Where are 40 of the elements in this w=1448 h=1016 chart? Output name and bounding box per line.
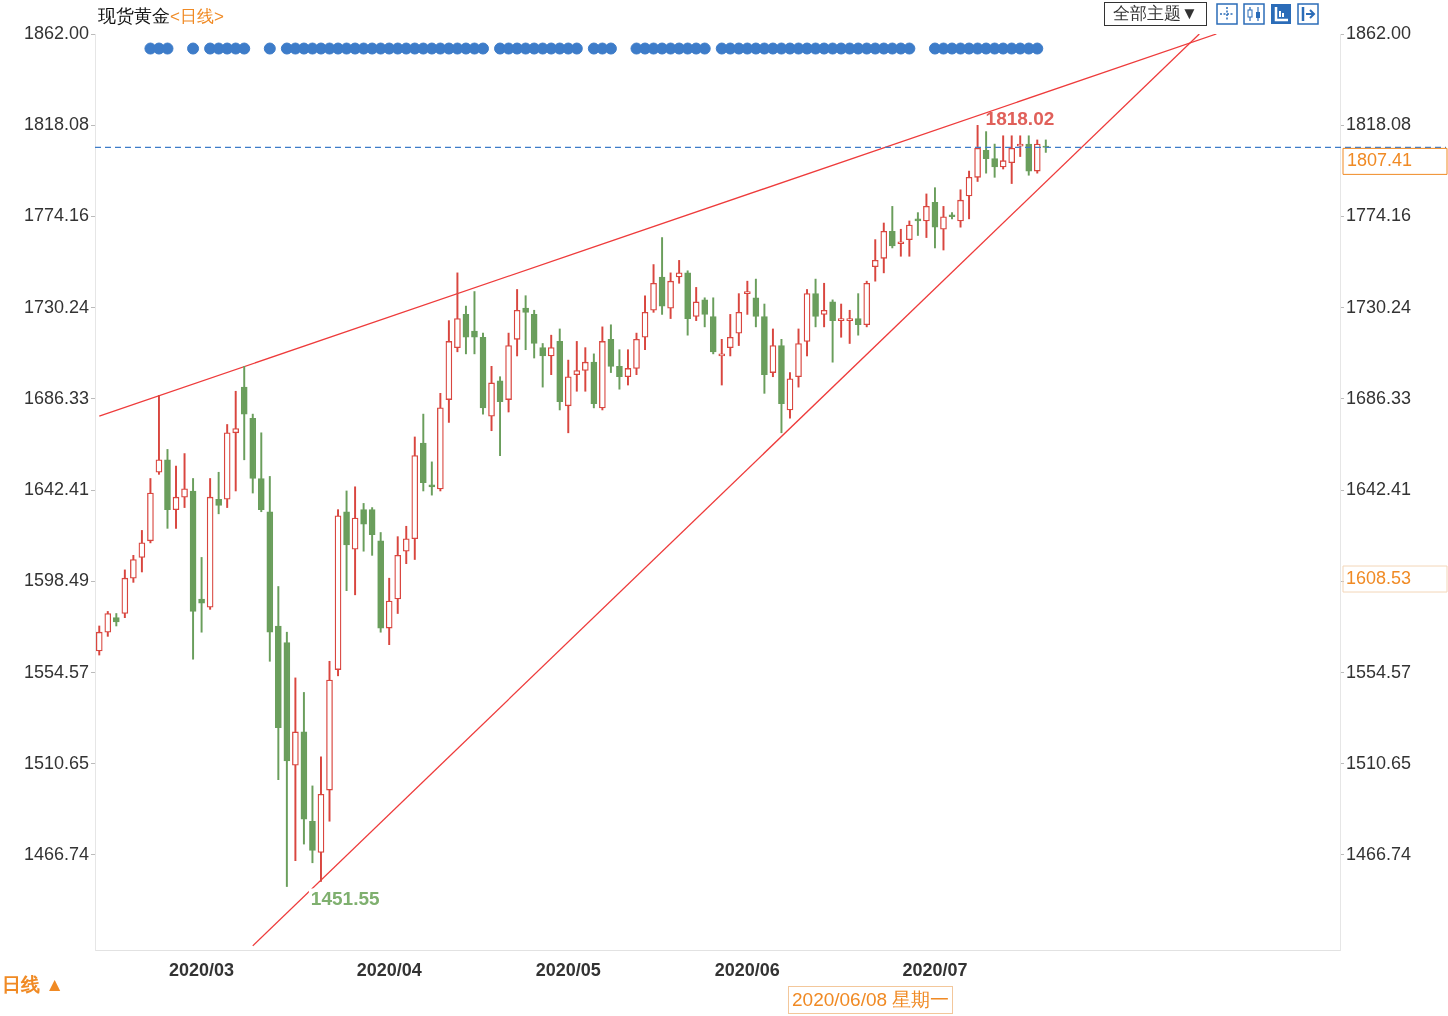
candlestick xyxy=(846,309,854,344)
y-tick-label: 1730.24 xyxy=(23,296,89,317)
y-tick-label: 1774.16 xyxy=(23,205,89,226)
candlestick xyxy=(573,341,581,392)
ref-line-label: 1807.41 xyxy=(1347,150,1413,171)
text: 日线 ▲ xyxy=(2,973,65,997)
y2-tick-label: 1774.16 xyxy=(1346,205,1412,226)
y2-tick-label: 1510.65 xyxy=(1346,752,1412,773)
chart-subtitle: <日线> xyxy=(170,7,224,26)
y-tick-label: 1818.08 xyxy=(23,114,89,135)
y-tick-label: 1862.00 xyxy=(23,22,89,43)
text: 2020/06/08 星期一 xyxy=(788,986,954,1014)
y2-tick-label: 1554.57 xyxy=(1346,661,1412,682)
y-tick-label: 1466.74 xyxy=(23,843,89,864)
candlestick xyxy=(471,291,478,355)
y2-tick-label: 1818.08 xyxy=(1346,114,1412,135)
y2-tick-label: 1466.74 xyxy=(1346,843,1412,864)
y-tick-label: 1554.57 xyxy=(23,661,89,682)
y2-tick-label: 1730.24 xyxy=(1346,296,1412,317)
y-tick-label: 1598.49 xyxy=(23,570,89,591)
x-tick-label: 2020/03 xyxy=(169,959,235,980)
candlestick xyxy=(897,228,905,257)
x-tick-label: 2020/07 xyxy=(902,959,968,980)
y-tick-label: 1686.33 xyxy=(23,387,89,408)
annotation: 1818.02 xyxy=(985,108,1055,130)
y2-tick-label: 1862.00 xyxy=(1346,22,1412,43)
y2-tick-label: 1686.33 xyxy=(1346,387,1412,408)
x-tick-label: 2020/05 xyxy=(535,959,601,980)
y2-tick-label: 1642.41 xyxy=(1346,479,1412,500)
candlestick xyxy=(744,280,751,315)
annotation: 1451.55 xyxy=(310,888,380,910)
text: 全部主题▼ xyxy=(1104,2,1207,26)
chart-title: 现货黄金 xyxy=(98,6,170,26)
y-tick-label: 1510.65 xyxy=(23,752,89,773)
x-tick-label: 2020/04 xyxy=(356,959,422,980)
candlestick xyxy=(428,461,436,496)
text: 1608.53 xyxy=(1346,567,1412,588)
y-tick-label: 1642.41 xyxy=(23,479,89,500)
candlestick xyxy=(837,303,845,338)
x-tick-label: 2020/06 xyxy=(714,959,780,980)
